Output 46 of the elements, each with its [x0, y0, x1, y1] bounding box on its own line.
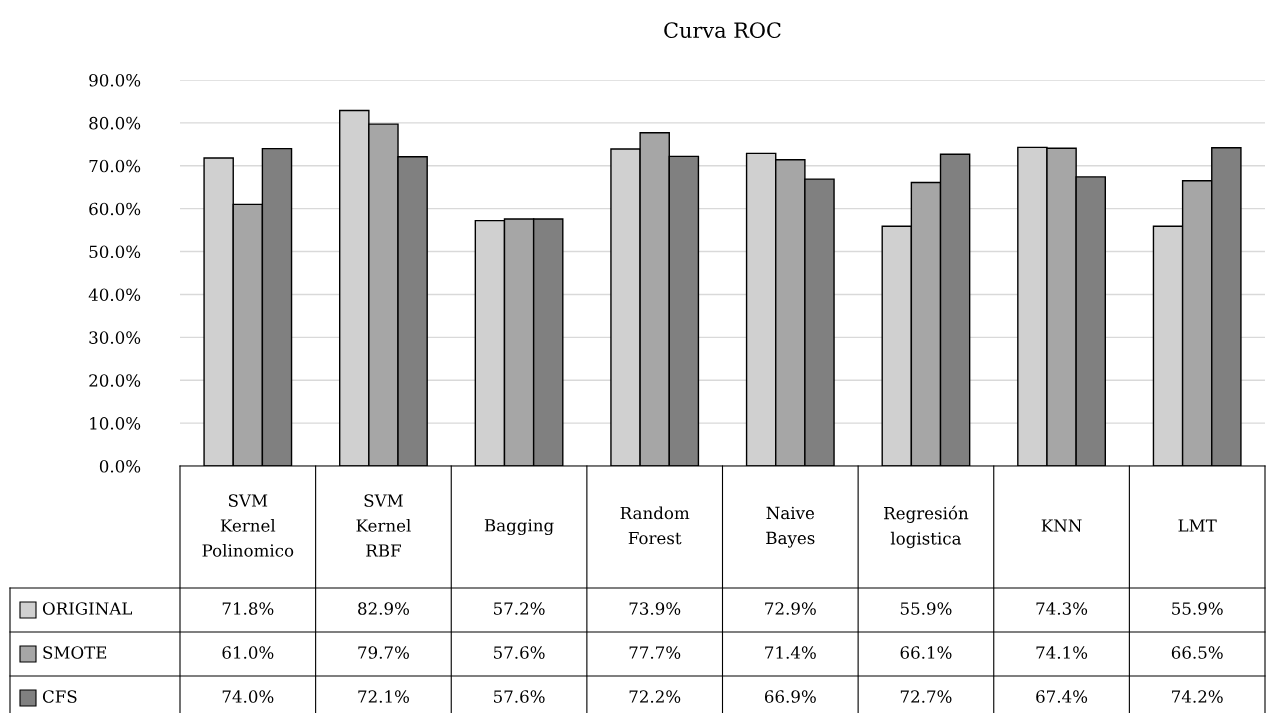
data-label: 71.4% [765, 646, 816, 659]
data-label: 55.9% [900, 602, 952, 615]
data-label: 77.7% [629, 646, 681, 659]
data-label: 74.1% [1036, 646, 1088, 659]
data-label: 57.6% [494, 646, 545, 659]
legend-label: ORIGINAL [42, 602, 132, 615]
data-label: 72.7% [900, 690, 952, 703]
data-label: 82.9% [358, 602, 409, 615]
data-label: 66.5% [1171, 646, 1223, 659]
y-tick-label: 90.0% [89, 73, 141, 87]
data-label: 72.1% [358, 690, 409, 703]
data-label: 72.9% [765, 602, 816, 615]
data-label: 79.7% [358, 646, 409, 659]
data-label: 55.9% [1172, 602, 1223, 615]
y-tick-label: 60.0% [89, 202, 141, 216]
x-tick-label: SVM Kernel RBF [356, 494, 411, 557]
y-tick-label: 0.0% [99, 459, 141, 473]
data-label: 57.2% [494, 602, 545, 615]
y-tick-label: 70.0% [89, 159, 141, 173]
legend-label: CFS [42, 690, 77, 703]
x-tick-label: Random Forest [620, 506, 690, 545]
x-tick-label: Naive Bayes [766, 506, 815, 548]
y-tick-label: 30.0% [89, 331, 141, 344]
data-label: 71.8% [222, 602, 274, 615]
x-tick-label: LMT [1178, 519, 1217, 532]
x-tick-label: SVM Kernel Polinomico [202, 494, 294, 557]
data-label: 67.4% [1036, 690, 1088, 703]
data-label: 74.3% [1036, 602, 1088, 615]
data-label: 73.9% [629, 602, 681, 615]
x-tick-label: KNN [1041, 519, 1082, 532]
data-label: 74.2% [1172, 690, 1223, 703]
chart-title: Curva ROC [664, 22, 781, 39]
data-label: 72.2% [629, 690, 681, 703]
data-label: 61.0% [222, 646, 274, 659]
x-tick-label: Bagging [484, 519, 554, 536]
y-tick-label: 50.0% [89, 245, 141, 259]
data-label: 57.6% [494, 690, 545, 703]
legend-label: SMOTE [43, 646, 107, 659]
data-label: 74.0% [222, 690, 274, 703]
data-label: 66.1% [900, 646, 952, 659]
y-tick-label: 80.0% [89, 116, 141, 130]
y-tick-label: 40.0% [88, 288, 141, 302]
y-tick-label: 20.0% [89, 374, 141, 387]
x-tick-label: Regresión logistica [884, 505, 969, 549]
data-label: 66.9% [764, 690, 816, 703]
y-tick-label: 10.0% [90, 417, 141, 430]
